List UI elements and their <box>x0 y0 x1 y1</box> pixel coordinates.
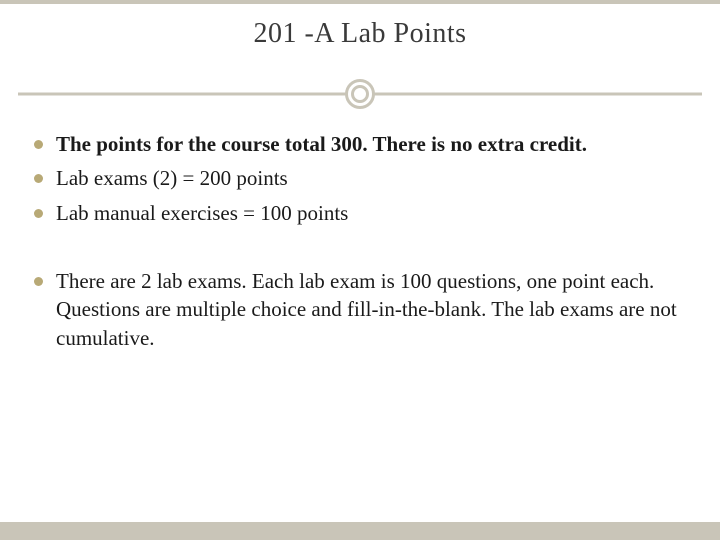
divider-circle-outer <box>345 79 375 109</box>
bullet-item: Lab exams (2) = 200 points <box>30 164 690 192</box>
slide-title: 201 -A Lab Points <box>0 18 720 50</box>
spacer <box>30 233 690 267</box>
bullet-text: Lab exams (2) = 200 points <box>56 166 288 190</box>
bottom-accent-bar <box>0 522 720 540</box>
title-region: 201 -A Lab Points <box>0 18 720 50</box>
divider-circle-inner <box>351 85 369 103</box>
bullet-item: The points for the course total 300. The… <box>30 130 690 158</box>
bullet-item: There are 2 lab exams. Each lab exam is … <box>30 267 690 352</box>
top-accent-bar <box>0 0 720 4</box>
bullet-text: The points for the course total 300. The… <box>56 132 587 156</box>
bullet-list-1: The points for the course total 300. The… <box>30 130 690 227</box>
bullet-list-2: There are 2 lab exams. Each lab exam is … <box>30 267 690 352</box>
bullet-item: Lab manual exercises = 100 points <box>30 199 690 227</box>
content-area: The points for the course total 300. The… <box>30 130 690 358</box>
title-divider <box>18 76 702 112</box>
bullet-text: There are 2 lab exams. Each lab exam is … <box>56 269 677 350</box>
slide: 201 -A Lab Points The points for the cou… <box>0 0 720 540</box>
bullet-text: Lab manual exercises = 100 points <box>56 201 348 225</box>
